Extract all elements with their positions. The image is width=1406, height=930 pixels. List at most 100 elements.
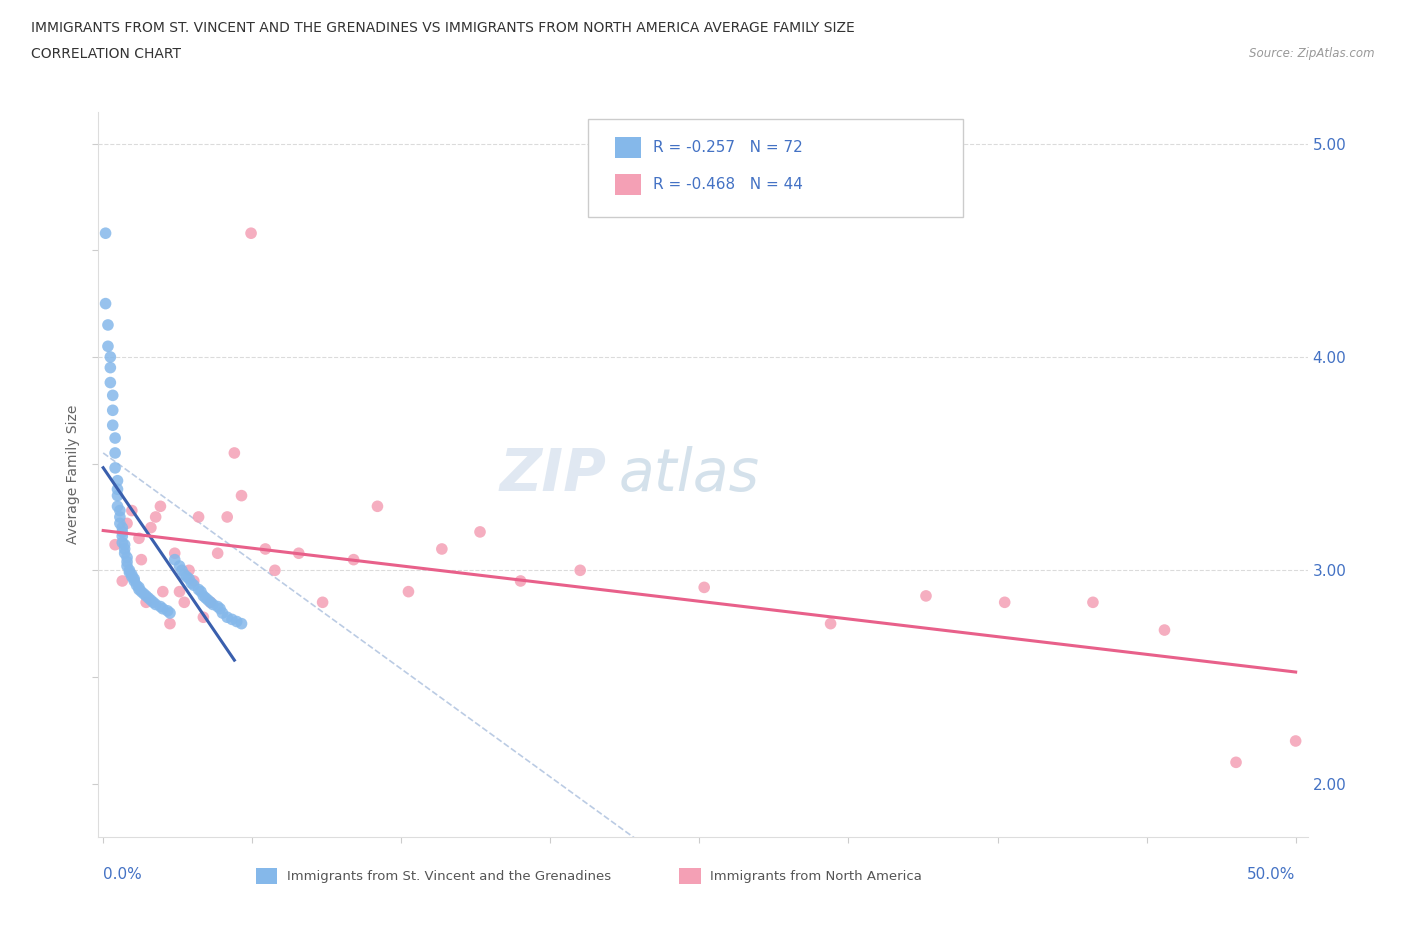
Point: [217, 610, 239, 625]
Point: [169, 584, 191, 599]
Bar: [614, 174, 641, 194]
Point: [111, 525, 134, 539]
Point: [139, 520, 162, 535]
Point: [128, 582, 150, 597]
Point: [201, 597, 224, 612]
FancyBboxPatch shape: [588, 119, 963, 217]
Point: [193, 589, 215, 604]
Point: [176, 569, 198, 584]
Point: [264, 563, 287, 578]
Point: [169, 559, 191, 574]
Point: [138, 591, 160, 605]
Point: [170, 563, 193, 578]
Point: [159, 605, 181, 620]
Text: 50.0%: 50.0%: [1247, 867, 1296, 882]
Point: [366, 498, 388, 513]
Text: CORRELATION CHART: CORRELATION CHART: [31, 46, 181, 60]
Point: [97, 339, 120, 353]
Point: [430, 541, 453, 556]
Point: [101, 403, 124, 418]
Point: [207, 546, 229, 561]
Point: [111, 574, 134, 589]
Point: [111, 520, 134, 535]
Point: [1285, 734, 1308, 749]
Point: [1225, 755, 1247, 770]
Bar: [679, 869, 700, 884]
Point: [118, 563, 141, 578]
Point: [152, 602, 174, 617]
Point: [342, 552, 364, 567]
Point: [128, 531, 150, 546]
Point: [398, 584, 420, 599]
Point: [231, 617, 253, 631]
Point: [915, 589, 938, 604]
Text: IMMIGRANTS FROM ST. VINCENT AND THE GRENADINES VS IMMIGRANTS FROM NORTH AMERICA : IMMIGRANTS FROM ST. VINCENT AND THE GREN…: [31, 21, 855, 35]
Point: [145, 510, 167, 525]
Point: [152, 584, 174, 599]
Point: [287, 546, 309, 561]
Point: [197, 592, 219, 607]
Point: [240, 226, 263, 241]
Point: [94, 296, 117, 311]
Point: [107, 473, 129, 488]
Point: [114, 538, 136, 552]
Point: [115, 516, 138, 531]
Point: [180, 576, 202, 591]
Point: [163, 552, 186, 567]
Text: R = -0.257   N = 72: R = -0.257 N = 72: [654, 140, 803, 155]
Bar: [614, 138, 641, 158]
Point: [149, 498, 172, 513]
Point: [108, 510, 131, 525]
Point: [115, 559, 138, 574]
Point: [104, 460, 127, 475]
Point: [118, 565, 141, 580]
Point: [128, 580, 150, 595]
Point: [311, 595, 333, 610]
Point: [200, 595, 222, 610]
Point: [97, 317, 120, 332]
Point: [225, 614, 247, 629]
Bar: [256, 869, 277, 884]
Text: Immigrants from St. Vincent and the Grenadines: Immigrants from St. Vincent and the Gren…: [287, 870, 612, 883]
Point: [693, 580, 716, 595]
Point: [101, 388, 124, 403]
Point: [1081, 595, 1104, 610]
Point: [121, 567, 143, 582]
Point: [149, 599, 172, 614]
Point: [132, 586, 155, 601]
Point: [200, 595, 222, 610]
Point: [108, 516, 131, 531]
Point: [139, 592, 162, 607]
Point: [156, 604, 179, 618]
Point: [104, 538, 127, 552]
Point: [115, 554, 138, 569]
Point: [183, 574, 205, 589]
Text: Immigrants from North America: Immigrants from North America: [710, 870, 922, 883]
Point: [98, 375, 121, 390]
Point: [101, 418, 124, 432]
Point: [187, 582, 209, 597]
Point: [569, 563, 592, 578]
Point: [994, 595, 1017, 610]
Point: [177, 563, 200, 578]
Point: [121, 569, 143, 584]
Point: [173, 567, 195, 582]
Point: [131, 584, 153, 599]
Text: R = -0.468   N = 44: R = -0.468 N = 44: [654, 177, 803, 192]
Point: [131, 552, 153, 567]
Point: [159, 617, 181, 631]
Point: [107, 482, 129, 497]
Point: [107, 488, 129, 503]
Point: [820, 617, 842, 631]
Point: [135, 595, 157, 610]
Text: atlas: atlas: [619, 445, 759, 503]
Point: [145, 597, 167, 612]
Text: ZIP: ZIP: [499, 445, 606, 503]
Point: [254, 541, 277, 556]
Point: [104, 445, 127, 460]
Point: [115, 550, 138, 565]
Point: [122, 571, 145, 586]
Point: [217, 510, 239, 525]
Point: [104, 431, 127, 445]
Point: [142, 595, 165, 610]
